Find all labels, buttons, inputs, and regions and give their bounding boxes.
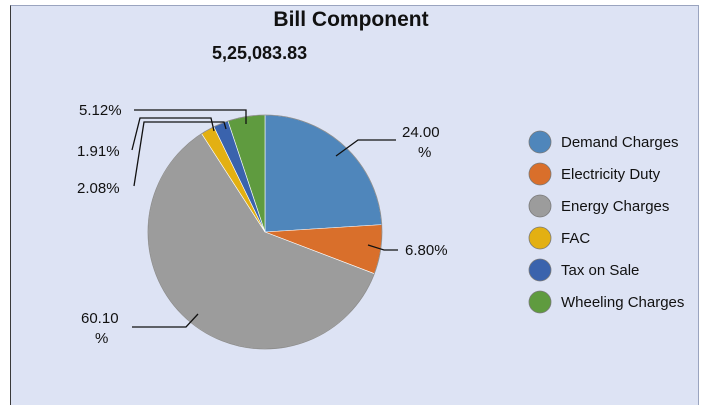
leader-line-energy-charges (132, 313, 199, 328)
legend-marker-demand-charges[interactable] (528, 130, 552, 154)
data-label-tax-on-sale: 2.08% (77, 180, 120, 197)
chart-title: Bill Component (273, 8, 429, 31)
leader-line-wheeling-charges (134, 109, 247, 124)
legend-label-electricity-duty[interactable]: Electricity Duty (561, 166, 661, 183)
legend-marker-fac[interactable] (528, 226, 552, 250)
data-label-electricity-duty: 6.80% (405, 242, 448, 259)
chart-subtitle: 5,25,083.83 (212, 43, 308, 63)
legend-label-wheeling-charges[interactable]: Wheeling Charges (561, 294, 684, 311)
legend-label-tax-on-sale[interactable]: Tax on Sale (561, 262, 639, 279)
legend-marker-electricity-duty[interactable] (528, 162, 552, 186)
data-label-demand-charges: 24.00 (402, 124, 440, 141)
pie-outline (147, 114, 383, 350)
legend-marker-wheeling-charges[interactable] (528, 290, 552, 314)
leader-line-tax-on-sale (133, 121, 227, 187)
legend-label-fac[interactable]: FAC (561, 230, 590, 247)
legend-marker-energy-charges[interactable] (528, 194, 552, 218)
legend-marker-tax-on-sale[interactable] (528, 258, 552, 282)
data-label-energy-charges: 60.10 (81, 310, 119, 327)
legend-label-energy-charges[interactable]: Energy Charges (561, 198, 669, 215)
leader-line-electricity-duty (367, 244, 398, 251)
pie-slice-demand-charges (264, 114, 383, 233)
data-label-fac: 1.91% (77, 143, 120, 160)
data-label-demand-charges: % (418, 144, 431, 161)
data-label-energy-charges: % (95, 330, 108, 347)
leader-line-demand-charges (335, 139, 396, 157)
leader-line-fac (131, 117, 215, 151)
legend-label-demand-charges[interactable]: Demand Charges (561, 134, 679, 151)
data-label-wheeling-charges: 5.12% (79, 102, 122, 119)
